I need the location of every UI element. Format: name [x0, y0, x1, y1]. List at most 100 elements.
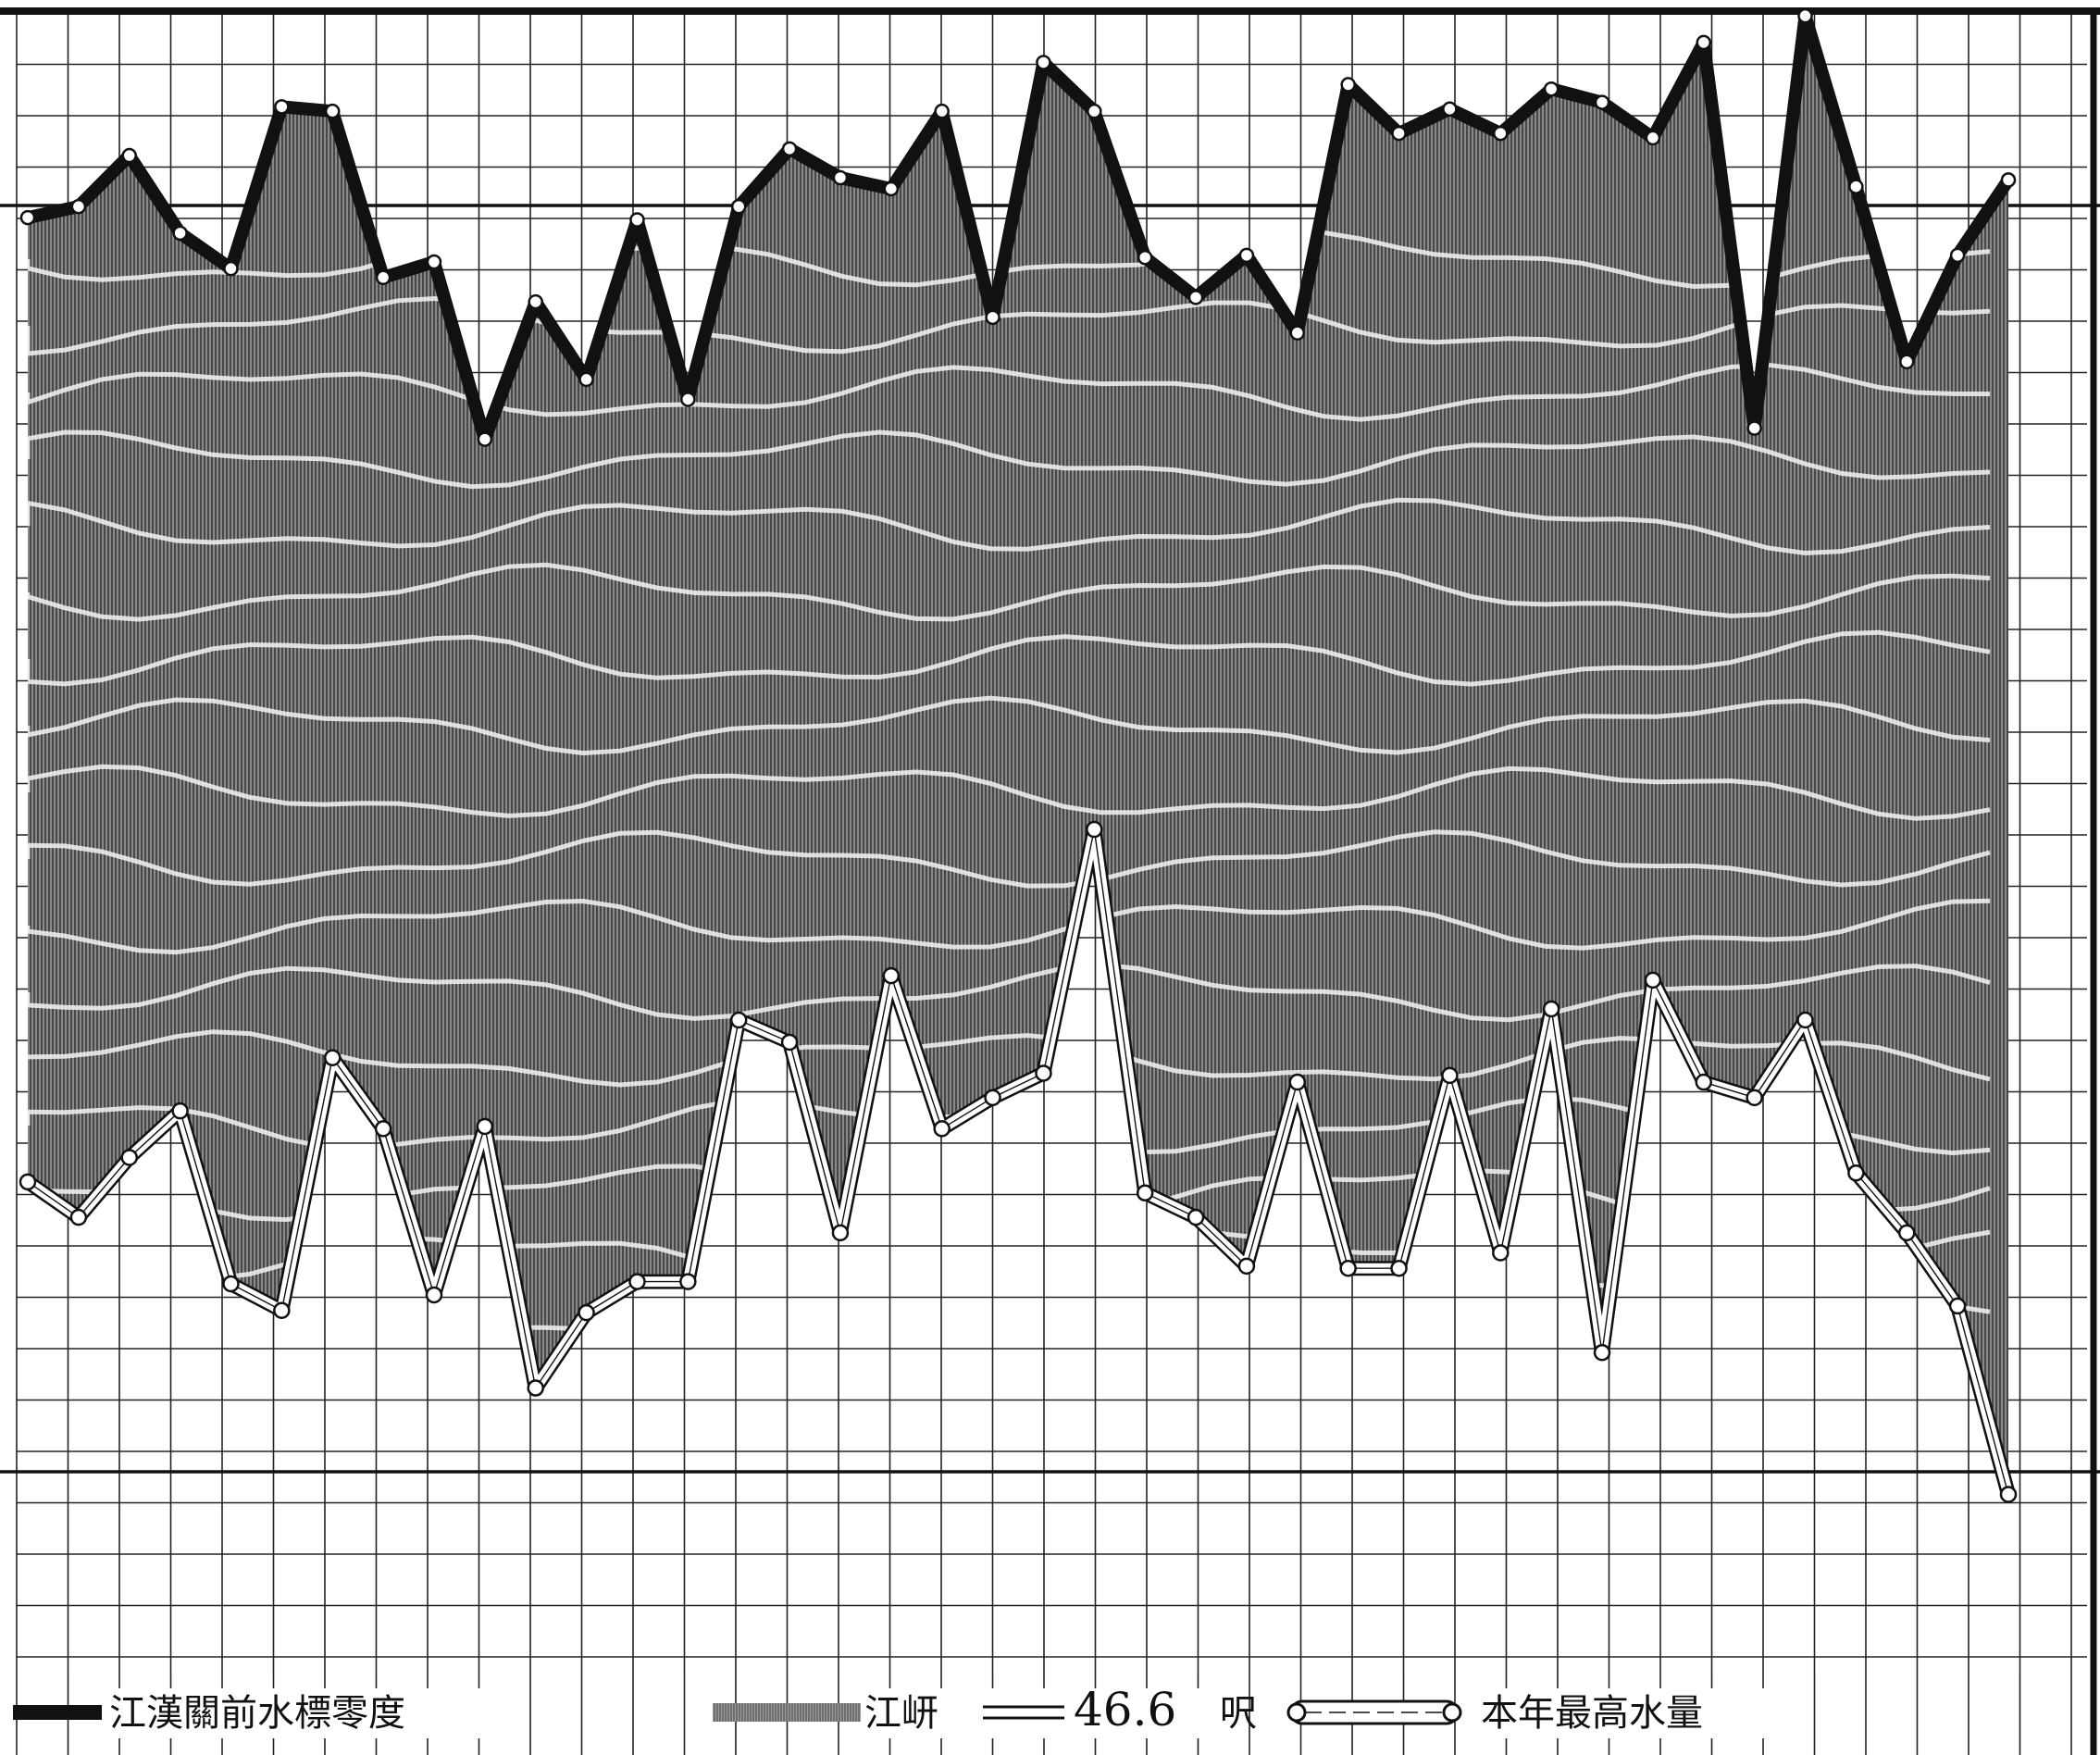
upper-series-point [883, 180, 900, 197]
lower-series-point [1187, 1208, 1205, 1226]
upper-series-point [172, 225, 188, 242]
upper-series-point [1187, 290, 1204, 305]
lower-series-point [578, 1303, 595, 1322]
lower-series-point [984, 1089, 1001, 1107]
upper-series-point [934, 103, 950, 119]
lower-series-point [69, 1208, 88, 1226]
upper-series-point [375, 269, 391, 286]
wave-line [28, 829, 1991, 889]
wave-line [28, 1501, 1990, 1551]
lower-series-point [1593, 1343, 1611, 1362]
lower-series-point [323, 1049, 342, 1066]
lower-series-point [374, 1120, 392, 1138]
wave-line [28, 1429, 1991, 1488]
wave-line [28, 1164, 1991, 1223]
lower-series-point [1746, 1089, 1763, 1107]
upper-series-point [426, 254, 442, 270]
lower-series-point [1441, 1066, 1459, 1085]
upper-series-point [121, 147, 137, 164]
legend-label-bg [979, 1688, 1211, 1738]
legend-label-upper: 江漢關前水標零度 [109, 1692, 405, 1735]
wave-line [28, 1295, 1991, 1356]
legend-hollow-end [1286, 1702, 1307, 1723]
lower-series-point [1390, 1259, 1408, 1277]
upper-series-point [1087, 103, 1102, 119]
upper-series-point [1594, 94, 1610, 110]
wave-line [28, 1363, 1991, 1420]
lower-series-point [1288, 1073, 1307, 1091]
lower-series-point [171, 1102, 189, 1120]
legend-label-bg [107, 1688, 505, 1738]
lower-series-point [1542, 1000, 1560, 1018]
upper-series-point [1543, 81, 1559, 97]
lower-series-point [882, 966, 901, 985]
upper-series-point [324, 103, 341, 119]
lower-series-center [27, 828, 2009, 1495]
legend-label-bg [1479, 1688, 1784, 1738]
wave-line [28, 1565, 1990, 1620]
upper-series-point [629, 212, 645, 228]
lower-series-point [425, 1286, 443, 1304]
lower-series-point [273, 1301, 291, 1319]
lower-series-point [628, 1273, 646, 1290]
lower-series-point [1898, 1224, 1916, 1242]
lower-series-point [222, 1275, 240, 1293]
legend-label-bank: 江岍 [864, 1692, 938, 1735]
lower-series-point [780, 1033, 799, 1052]
upper-series-point [1696, 34, 1712, 51]
wave-line [28, 764, 1991, 821]
legend: 江漢關前水標零度 江岍 46.6 呎 本年最高水量 [0, 1674, 2087, 1755]
legend-unit: 呎 [1220, 1692, 1257, 1735]
upper-series-point [1746, 420, 1762, 436]
legend-hollow-end [1442, 1702, 1462, 1723]
lower-series-point [1695, 1073, 1713, 1091]
lower-series-point [1644, 971, 1662, 990]
upper-series-point [477, 431, 493, 447]
lower-series-point [1237, 1257, 1256, 1276]
wave-line [28, 362, 1991, 422]
upper-series-point [1493, 125, 1509, 142]
series-lines [19, 7, 2018, 1503]
upper-series-point [1949, 247, 1966, 264]
lower-series-point [476, 1117, 494, 1136]
lower-series-point [1796, 1011, 1814, 1029]
upper-series-point [70, 198, 87, 215]
lower-series-point [1948, 1297, 1967, 1315]
lower-series-point [679, 1273, 697, 1290]
lower-series-point [527, 1379, 544, 1397]
upper-series-point [1645, 130, 1661, 146]
lower-series-point [729, 1011, 748, 1029]
upper-series-point [1238, 247, 1255, 264]
legend-label-bg [863, 1688, 951, 1738]
lower-series-point [19, 1173, 37, 1191]
upper-series-point [781, 141, 798, 157]
wave-line [28, 562, 1991, 622]
legend-gray-swatch [713, 1703, 861, 1722]
upper-series-point [1289, 325, 1306, 341]
wave-line [28, 629, 1991, 687]
lower-series-point [1086, 820, 1103, 839]
lower-series-point [933, 1120, 951, 1138]
lower-series-point [1847, 1164, 1865, 1182]
upper-series-point [1340, 77, 1356, 93]
wave-line [28, 497, 1991, 556]
legend-value: 46.6 [1074, 1683, 1176, 1736]
wave-line [28, 1229, 1991, 1288]
wave-line [28, 898, 1991, 955]
lower-series-point [1136, 1184, 1154, 1202]
upper-series-point [1848, 179, 1864, 194]
legend-black-swatch [13, 1705, 102, 1720]
upper-series-point [274, 99, 290, 115]
lower-series-point [1492, 1244, 1510, 1262]
upper-series-point [832, 169, 849, 186]
upper-series-point [1036, 55, 1051, 70]
upper-series-line [21, 9, 2015, 446]
upper-series-point [1442, 101, 1458, 118]
lower-series-point [1999, 1486, 2018, 1503]
water-area-fill [28, 16, 2008, 1495]
upper-series-point [1899, 354, 1915, 370]
upper-series-point [1797, 7, 1813, 24]
upper-series-point [578, 371, 594, 388]
legend-label-lower: 本年最高水量 [1481, 1692, 1703, 1735]
